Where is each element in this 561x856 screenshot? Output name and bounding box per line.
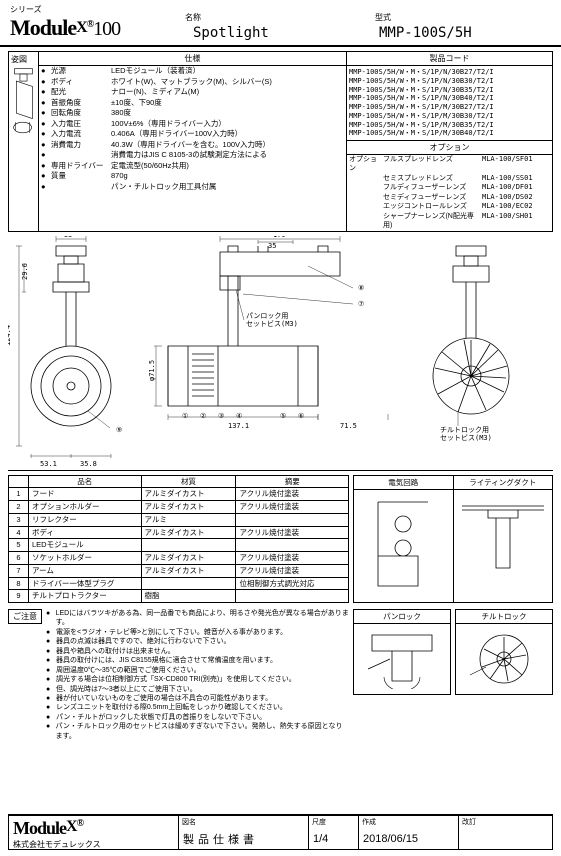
duct-icon [458,496,548,596]
pan-lock-icon [362,629,442,689]
spec-row: ●配光ナロー(N)、ミディアム(M) [39,87,346,98]
parts-illustration: 電気回路 ライティングダクト [353,475,553,604]
note-row: ●器具や箱具への取付けは出来ません。 [46,647,349,656]
option-row: フルディフューザーレンズMLA-100/DF01 [347,183,552,192]
parts-row: 3リフレクターアルミ [9,514,348,527]
note-row: ●器具の取付けには、JIS C8155規格に適合させて常備温度を用います。 [46,656,349,665]
series-label: シリーズ [10,4,165,15]
brand: ModuleX®100 [10,15,165,41]
svg-text:φ71.5: φ71.5 [148,359,156,380]
svg-text:35.8: 35.8 [80,460,97,466]
option-row: シャープナーレンズ(N配光専用)MLA-100/SH01 [347,212,552,231]
spec-row: ●質量870g [39,171,346,182]
option-row: セミディフューザーレンズMLA-100/DS02 [347,193,552,202]
svg-text:⑥: ⑥ [298,412,304,420]
svg-text:29.6: 29.6 [21,263,29,280]
svg-text:35: 35 [268,242,276,250]
note-row: ●但、調光時は7～3者以上にてご使用下さい。 [46,685,349,694]
parts-row: 8ドライバー一体型プラグ位相制御方式調光対応 [9,578,348,591]
note-row: ●LEDにはバラツキがある為、同一品番でも商品により、明るさや発光色が異なる場合… [46,609,349,628]
option-row: オプションフルスプレッドレンズMLA-100/SF01 [347,155,552,174]
options-title: オプション [347,140,552,155]
type-label: 型式 [375,12,472,23]
spec-mid-title: 仕様 [39,52,346,66]
note-row: ●レンズユニットを取付ける際0.5mm上回転をしっかり確認してください。 [46,703,349,712]
svg-text:35: 35 [64,236,72,239]
svg-text:⑦: ⑦ [358,300,364,308]
svg-text:⑨: ⑨ [116,426,122,434]
lock-illustrations: パンロック チルトロック [353,609,553,695]
circuit-icon [368,496,438,596]
svg-text:179: 179 [273,236,286,239]
svg-text:⑧: ⑧ [358,284,364,292]
code-list: MMP-100S/5H/W・M・S/1P/N/30B27/T2/IMMP-100… [347,66,552,140]
spec-row: ●パン・チルトロック用工具付属 [39,182,346,193]
name-value: Spotlight [193,25,355,41]
note-row: ●電源を<ラジオ・テレビ等>と別にして下さい。雑音が入る事があります。 [46,628,349,637]
parts-row: 4ボディアルミダイカストアクリル焼付塗装 [9,527,348,540]
svg-text:パンロック用: パンロック用 [246,312,288,320]
spec-row: ●入力電流0.406A（専用ドライバー100V入力時） [39,129,346,140]
parts-row: 1フードアルミダイカストアクリル焼付塗装 [9,488,348,501]
svg-text:③: ③ [218,412,224,420]
parts-row: 9チルトプロトラクター樹脂 [9,590,348,602]
svg-text:セットビス(M3): セットビス(M3) [246,319,298,328]
parts-row: 2オプションホルダーアルミダイカストアクリル焼付塗装 [9,501,348,514]
tilt-lock-icon [464,629,544,689]
spec-region: 姿図 仕様 ●光源LEDモジュール（装着済）●ボディホワイト(W)、マットブラッ… [8,51,553,232]
note-row: ●パン・チルトがロックした状態で灯具の首振りをしないで下さい。 [46,713,349,722]
notes: ご注意 ●LEDにはバラツキがある為、同一品番でも商品により、明るさや発光色が異… [8,609,349,741]
notes-tag: ご注意 [8,609,42,624]
footer-brand: ModuleX® [13,818,174,839]
codes-title: 製品コード [347,52,552,66]
header: シリーズ ModuleX®100 名称 Spotlight 型式 MMP-100… [0,0,561,45]
svg-text:②: ② [200,412,206,420]
spotlight-thumb-icon [11,65,36,145]
svg-text:④: ④ [236,412,242,420]
diagram-area: .s{stroke:#000;stroke-width:0.8;fill:non… [8,236,553,466]
spec-row: ●首振角度±10度、下90度 [39,98,346,109]
option-row: エッジコントロールレンズMLA-100/EC02 [347,202,552,211]
name-label: 名称 [185,12,355,23]
note-row: ●器が付いていないものをご使用の場合は不具合の可能性があります。 [46,694,349,703]
spec-row: ●専用ドライバー定電流型(50/60Hz共用) [39,161,346,172]
svg-text:セットビス(M3): セットビス(M3) [440,433,492,442]
parts-row: 7アームアルミダイカストアクリル焼付塗装 [9,565,348,578]
spec-row: ●入力電圧100V±6%（専用ドライバー入力） [39,119,346,130]
spec-row: ●消費電力40.3W（専用ドライバーを含む。100V入力時） [39,140,346,151]
svg-text:53.1: 53.1 [40,460,57,466]
svg-text:137.1: 137.1 [228,422,249,430]
parts-row: 6ソケットホルダーアルミダイカストアクリル焼付塗装 [9,552,348,565]
footer-company: 株式会社モデュレックス [13,839,174,850]
svg-text:124.4: 124.4 [8,324,12,345]
note-row: ●パン・チルトロック用のセットビスは緩めすぎないで下さい。発熱し、熱失する原因と… [46,722,349,741]
type-value: MMP-100S/5H [379,25,472,41]
parts-region: 品名 材質 摘要 1フードアルミダイカストアクリル焼付塗装2オプションホルダーア… [8,475,553,604]
spec-row: ●光源LEDモジュール（装着済） [39,66,346,77]
svg-text:①: ① [182,412,188,420]
option-row: セミスプレッドレンズMLA-100/SS01 [347,174,552,183]
spec-row: ●消費電力はJIS C 8105-3の試験測定方法による [39,150,346,161]
note-row: ●周囲温度0℃～35℃の範囲でご使用ください。 [46,666,349,675]
parts-row: 5LEDモジュール [9,539,348,552]
spec-left-label: 姿図 [11,54,36,65]
footer: ModuleX® 株式会社モデュレックス 図名 製品仕様書 尺度 1/4 作成 … [8,814,553,850]
spec-row: ●回転角度380度 [39,108,346,119]
note-row: ●調光する場合は位相制御方式「SX-CD800 TRI(別売)」を使用してくださ… [46,675,349,684]
spec-row: ●ボディホワイト(W)、マットブラック(M)、シルバー(S) [39,77,346,88]
parts-table: 品名 材質 摘要 1フードアルミダイカストアクリル焼付塗装2オプションホルダーア… [8,475,349,604]
note-row: ●器具の点滅は器具ですので、絶対に行わないで下さい。 [46,637,349,646]
svg-text:⑤: ⑤ [280,412,286,420]
svg-text:チルトロック用: チルトロック用 [440,426,489,434]
svg-text:71.5: 71.5 [340,422,357,430]
